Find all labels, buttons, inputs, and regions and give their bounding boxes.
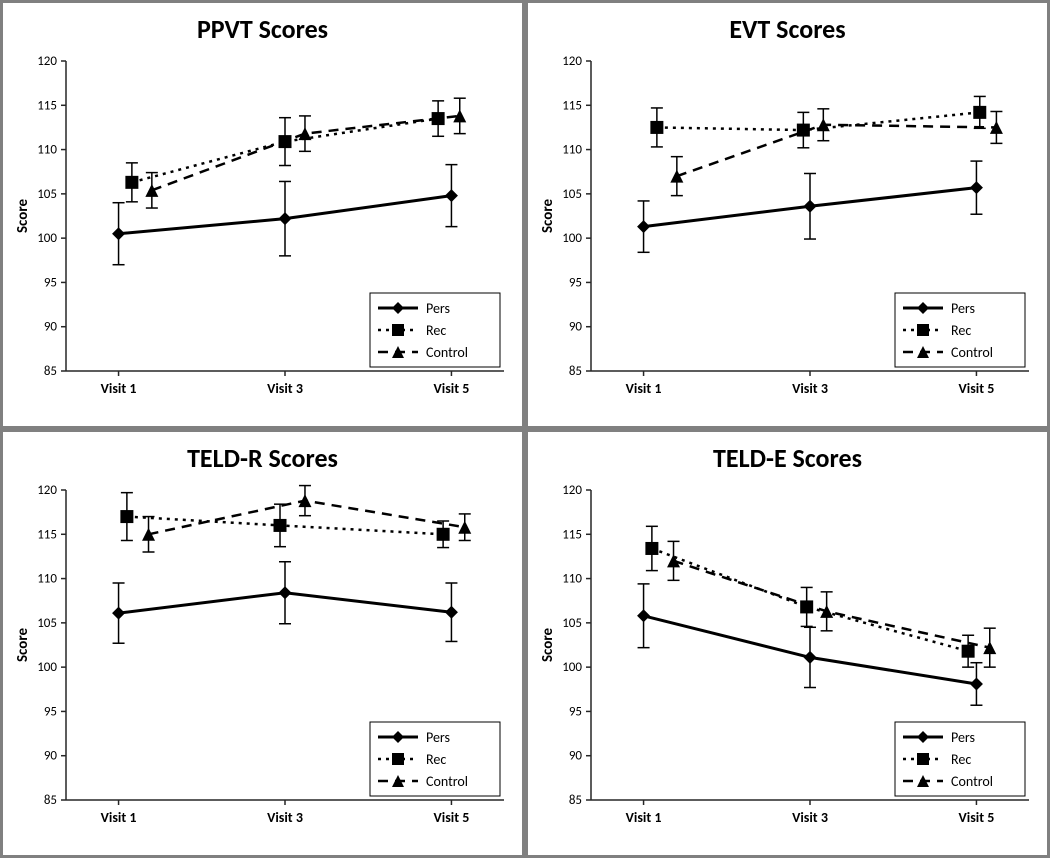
svg-text:120: 120 — [37, 483, 57, 498]
svg-text:90: 90 — [44, 320, 58, 335]
chart-panel-ppvt: PPVT Scores 85 90 95 100 105 110 115 120 Visit 1 V… — [0, 0, 525, 429]
svg-text:105: 105 — [37, 616, 57, 631]
svg-text:90: 90 — [44, 749, 58, 764]
svg-text:90: 90 — [569, 320, 583, 335]
svg-text:Visit 1: Visit 1 — [101, 809, 137, 826]
svg-text:95: 95 — [44, 275, 57, 290]
svg-text:Control: Control — [951, 344, 993, 361]
svg-text:115: 115 — [562, 527, 582, 542]
svg-text:Visit 1: Visit 1 — [626, 809, 662, 826]
svg-text:Visit 3: Visit 3 — [267, 380, 303, 397]
svg-text:Visit 5: Visit 5 — [434, 809, 470, 826]
svg-text:120: 120 — [562, 483, 582, 498]
svg-text:115: 115 — [562, 98, 582, 113]
svg-text:Score: Score — [14, 628, 32, 663]
svg-text:115: 115 — [37, 527, 57, 542]
svg-text:105: 105 — [562, 616, 582, 631]
svg-text:Pers: Pers — [951, 729, 975, 746]
svg-text:90: 90 — [569, 749, 583, 764]
svg-text:100: 100 — [562, 231, 582, 246]
chart-panel-telde: TELD-E Scores 85 90 95 100 105 110 115 120 Visit … — [525, 429, 1050, 858]
svg-text:Pers: Pers — [426, 300, 450, 317]
svg-text:Rec: Rec — [951, 322, 971, 339]
svg-text:Visit 1: Visit 1 — [101, 380, 137, 397]
svg-text:85: 85 — [44, 793, 57, 808]
svg-text:Visit 1: Visit 1 — [626, 380, 662, 397]
svg-text:Visit 5: Visit 5 — [959, 380, 995, 397]
chart-plot: 85 90 95 100 105 110 115 120 Visit 1 Visit 3 Visit… — [11, 480, 514, 847]
svg-text:110: 110 — [37, 572, 57, 587]
svg-text:Control: Control — [426, 773, 468, 790]
svg-text:120: 120 — [37, 54, 57, 69]
svg-text:Rec: Rec — [426, 751, 446, 768]
svg-text:85: 85 — [569, 793, 582, 808]
svg-text:100: 100 — [562, 660, 582, 675]
svg-text:85: 85 — [44, 364, 57, 379]
chart-plot: 85 90 95 100 105 110 115 120 Visit 1 Visit 3 Visit… — [11, 51, 514, 418]
chart-panel-teldr: TELD-R Scores 85 90 95 100 105 110 115 120 Visit … — [0, 429, 525, 858]
svg-text:95: 95 — [44, 704, 57, 719]
svg-text:Visit 5: Visit 5 — [434, 380, 470, 397]
svg-text:Visit 3: Visit 3 — [792, 809, 828, 826]
chart-title: PPVT Scores — [11, 13, 514, 45]
svg-text:100: 100 — [37, 660, 57, 675]
svg-text:Control: Control — [426, 344, 468, 361]
svg-text:105: 105 — [37, 187, 57, 202]
svg-text:Rec: Rec — [426, 322, 446, 339]
chart-panel-evt: EVT Scores 85 90 95 100 105 110 115 120 Visit 1 Vi… — [525, 0, 1050, 429]
chart-plot: 85 90 95 100 105 110 115 120 Visit 1 Visit 3 Visit… — [536, 51, 1039, 418]
chart-title: TELD-E Scores — [536, 442, 1039, 474]
svg-text:Score: Score — [539, 628, 557, 663]
svg-text:110: 110 — [562, 143, 582, 158]
svg-text:95: 95 — [569, 704, 582, 719]
svg-text:Rec: Rec — [951, 751, 971, 768]
svg-text:110: 110 — [562, 572, 582, 587]
svg-text:95: 95 — [569, 275, 582, 290]
svg-text:Control: Control — [951, 773, 993, 790]
svg-text:85: 85 — [569, 364, 582, 379]
svg-text:110: 110 — [37, 143, 57, 158]
svg-text:120: 120 — [562, 54, 582, 69]
svg-text:100: 100 — [37, 231, 57, 246]
svg-text:Score: Score — [539, 199, 557, 234]
chart-plot: 85 90 95 100 105 110 115 120 Visit 1 Visit 3 Visit… — [536, 480, 1039, 847]
svg-text:Pers: Pers — [951, 300, 975, 317]
svg-text:Score: Score — [14, 199, 32, 234]
svg-text:Visit 3: Visit 3 — [792, 380, 828, 397]
svg-text:115: 115 — [37, 98, 57, 113]
svg-text:Visit 3: Visit 3 — [267, 809, 303, 826]
svg-text:105: 105 — [562, 187, 582, 202]
svg-text:Visit 5: Visit 5 — [959, 809, 995, 826]
chart-title: TELD-R Scores — [11, 442, 514, 474]
chart-title: EVT Scores — [536, 13, 1039, 45]
svg-text:Pers: Pers — [426, 729, 450, 746]
